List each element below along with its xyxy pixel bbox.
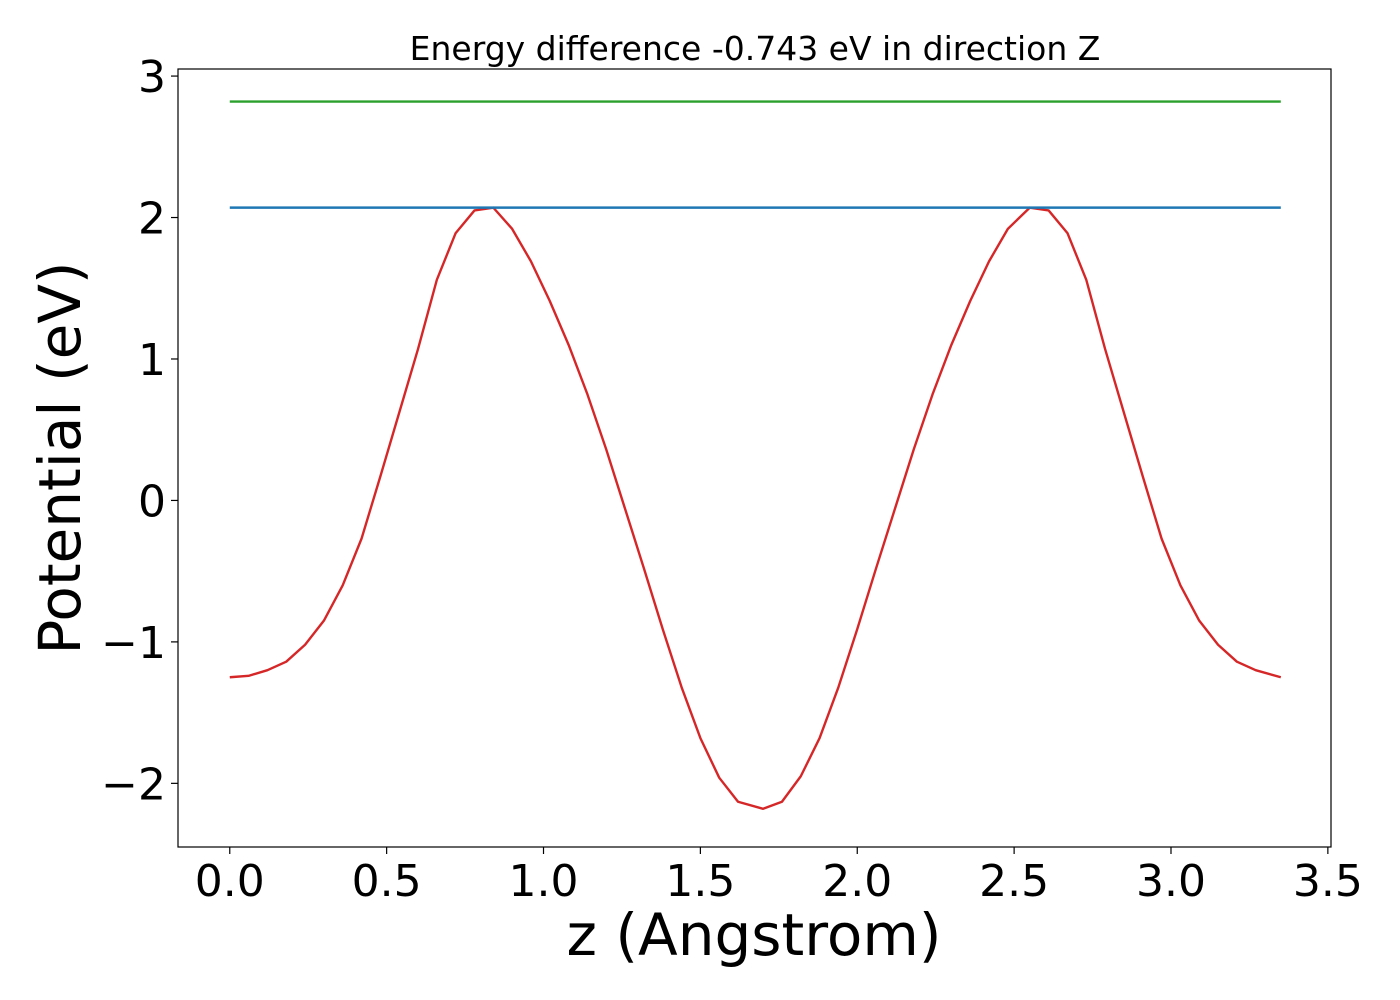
y-tick-label: −2 [101,759,166,810]
x-tick-label: 3.0 [1136,856,1206,907]
plot-area [229,100,1282,811]
chart-title: Energy difference -0.743 eV in direction… [410,29,1101,68]
y-tick-label: 1 [138,335,166,386]
x-tick-label: 2.0 [822,856,892,907]
y-tick-label: 3 [138,52,166,103]
y-tick-label: 2 [138,194,166,245]
y-axis: −2 −1 0 1 2 3 [101,52,178,810]
y-tick-label: −1 [101,618,166,669]
x-tick-label: 0.0 [195,856,265,907]
plot-frame [177,68,1332,848]
x-axis: 0.0 0.5 1.0 1.5 2.0 2.5 3.0 3.5 [195,847,1363,907]
x-tick-label: 0.5 [352,856,422,907]
x-tick-label: 2.5 [979,856,1049,907]
x-tick-label: 1.0 [509,856,579,907]
y-axis-label: Potential (eV) [26,261,94,654]
x-axis-label: z (Angstrom) [567,901,942,969]
series-line-0 [229,206,1282,811]
y-tick-label: 0 [138,476,166,527]
x-tick-label: 1.5 [665,856,735,907]
x-tick-label: 3.5 [1293,856,1363,907]
